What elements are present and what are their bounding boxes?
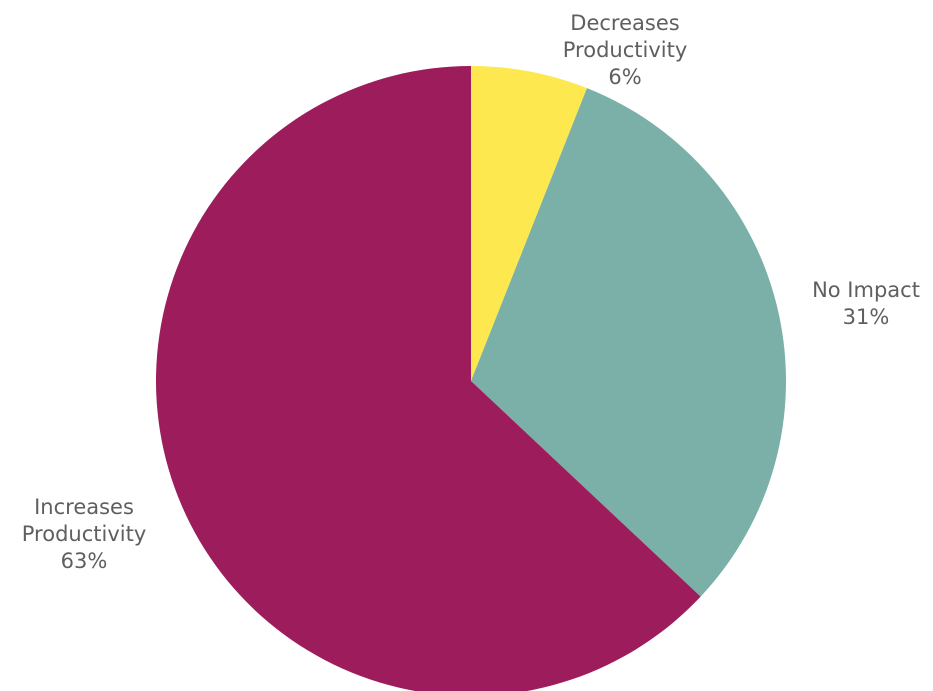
slice-category-increases-productivity: Productivity [22,522,147,546]
slice-category-decreases-productivity: Productivity [563,38,688,62]
pie-labels: Decreases Productivity 6% No Impact 31% Incre… [22,11,920,573]
pie-slice-increases-productivity [156,66,701,691]
slice-category-increases-productivity: Increases [34,495,134,519]
slice-label-decreases-productivity: Decreases Productivity 6% [563,11,688,89]
pie-slice-decreases-productivity [471,66,587,381]
slice-category-decreases-productivity: Decreases [570,11,679,35]
slice-category-no-impact: No Impact [812,278,920,302]
slice-value-decreases-productivity: 6% [608,65,641,89]
pie-slices [156,66,787,691]
slice-value-no-impact: 31% [843,305,890,329]
slice-label-increases-productivity: Increases Productivity 63% [22,495,147,573]
slice-label-no-impact: No Impact 31% [812,278,920,329]
pie-slice-no-impact [471,88,787,597]
slice-value-increases-productivity: 63% [61,549,108,573]
